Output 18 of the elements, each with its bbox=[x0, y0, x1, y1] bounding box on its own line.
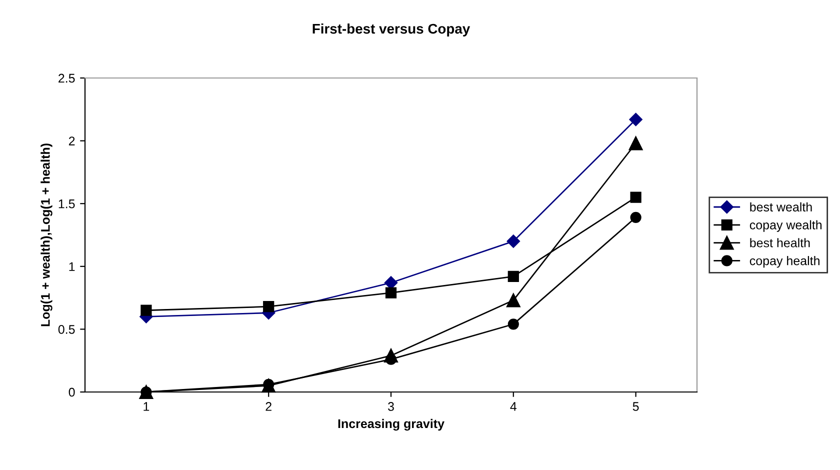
y-tick-label: 2.5 bbox=[58, 74, 75, 83]
legend-label: copay health bbox=[750, 256, 820, 268]
legend-label: best health bbox=[750, 238, 810, 248]
legend-label: best wealth bbox=[750, 202, 812, 212]
y-tick-label: 1.5 bbox=[58, 200, 75, 208]
chart-title: First-best versus Copay bbox=[312, 23, 470, 36]
y-tick-label: 1 bbox=[69, 262, 75, 271]
x-tick-label: 4 bbox=[510, 402, 517, 411]
x-tick-label: 5 bbox=[632, 402, 639, 411]
y-tick-label: 0.5 bbox=[58, 325, 75, 334]
x-tick-label: 2 bbox=[266, 402, 272, 411]
y-tick-label: 2 bbox=[68, 136, 75, 146]
x-tick-label: 1 bbox=[144, 402, 150, 411]
y-axis-title: Log(1 + wealth),Log(1 + health) bbox=[40, 144, 52, 326]
x-axis-title: Increasing gravity bbox=[338, 418, 444, 431]
legend-label: copay wealth bbox=[750, 220, 822, 232]
x-tick-label: 3 bbox=[388, 402, 394, 411]
y-tick-label: 0 bbox=[68, 388, 75, 397]
